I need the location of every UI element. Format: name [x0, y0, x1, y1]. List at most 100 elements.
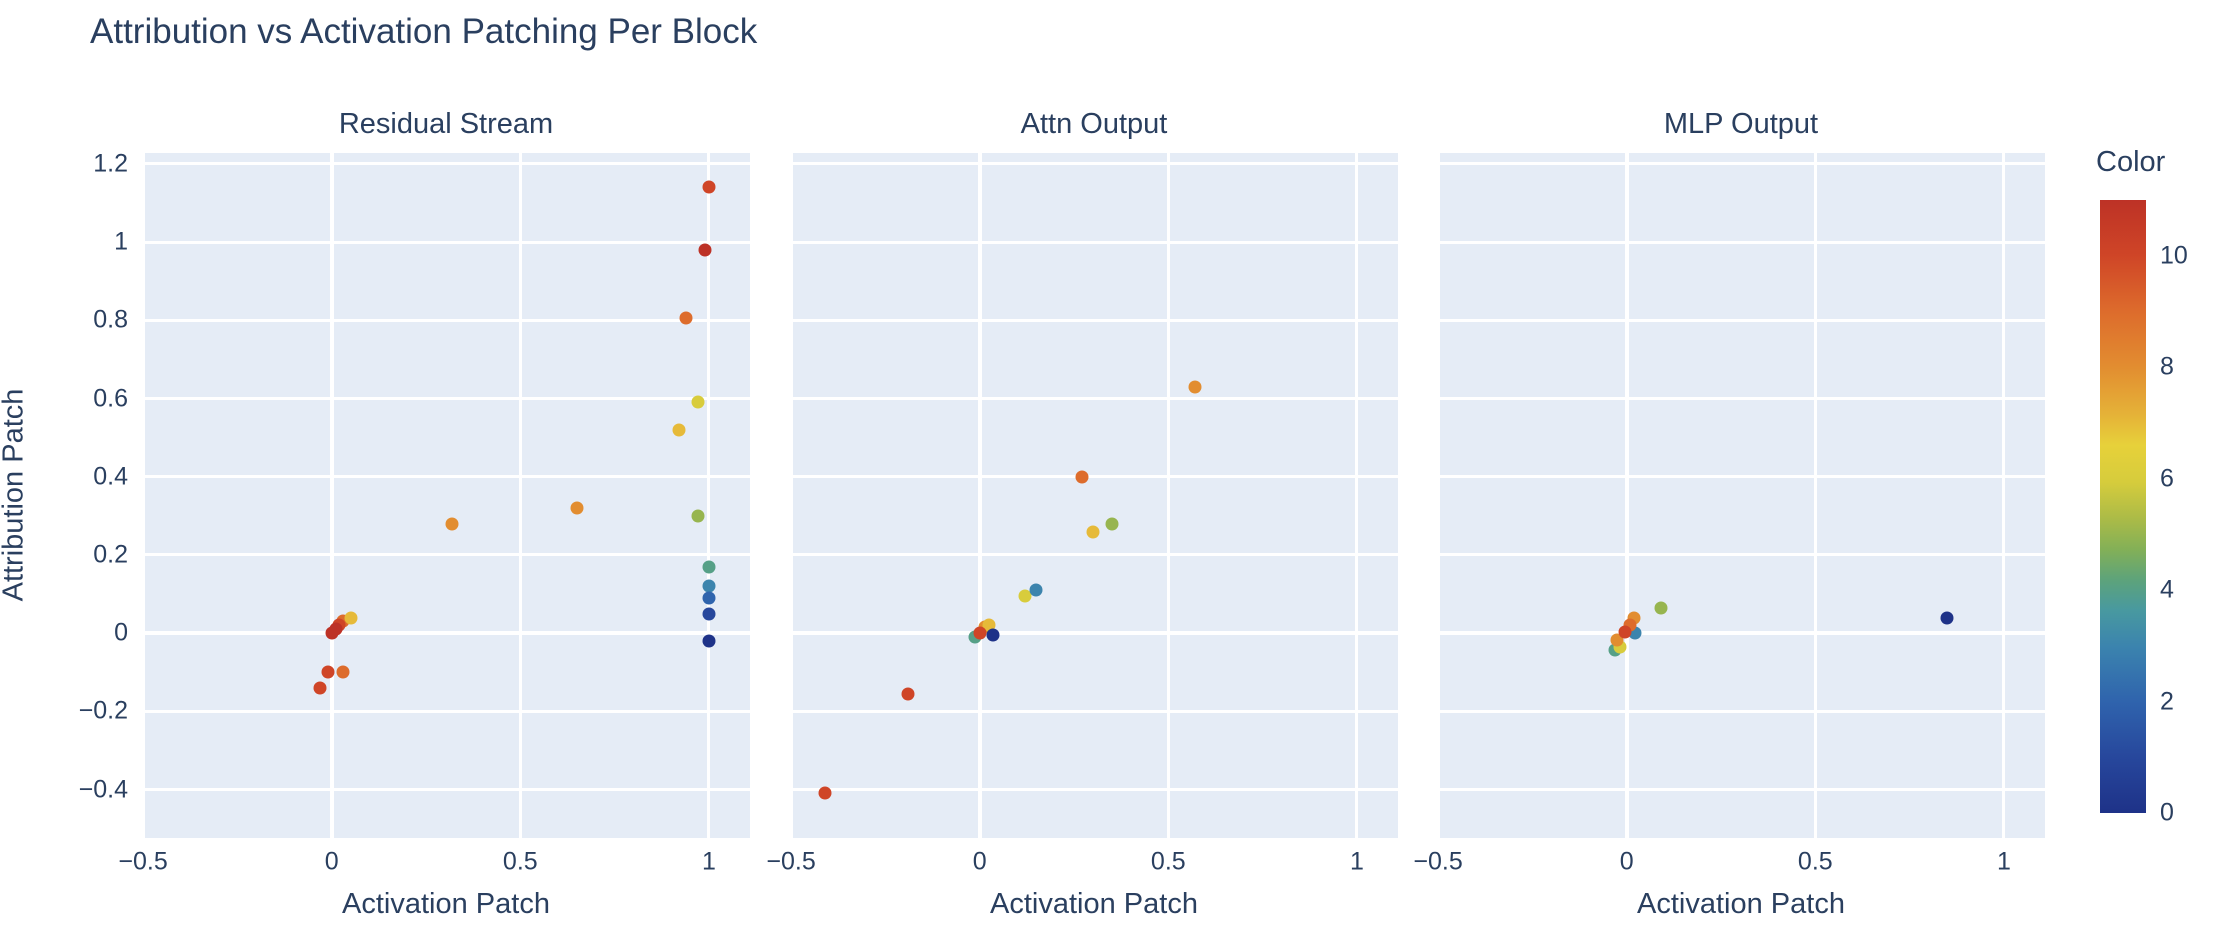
scatter-point[interactable]	[702, 607, 716, 621]
x-tick-label: 0.5	[1797, 847, 1833, 876]
x-gridline	[2002, 153, 2006, 838]
x-tick-label: 0	[324, 847, 339, 876]
x-tick-label: −0.5	[118, 847, 168, 876]
x-tick-label: 1	[1349, 847, 1364, 876]
scatter-point[interactable]	[702, 634, 716, 648]
x-tick-label: −0.5	[766, 847, 816, 876]
scatter-point[interactable]	[321, 665, 335, 679]
y-gridline	[1437, 788, 2045, 791]
scatter-point[interactable]	[1654, 601, 1668, 615]
subplot-title-residual-stream: Residual Stream	[338, 108, 554, 140]
scatter-point[interactable]	[679, 311, 693, 325]
y-gridline	[1437, 240, 2045, 244]
scatter-point[interactable]	[982, 618, 996, 631]
y-gridline	[1437, 475, 2045, 479]
subplot-title-attn-output: Attn Output	[1020, 108, 1168, 140]
x-tick-label: 0.5	[1150, 847, 1186, 876]
scatter-point[interactable]	[570, 501, 584, 515]
scatter-point[interactable]	[1029, 583, 1043, 597]
scatter-point[interactable]	[691, 509, 705, 523]
subplot-title-mlp-output: MLP Output	[1663, 108, 1819, 140]
colorbar-title: Color	[2096, 146, 2166, 178]
scatter-point[interactable]	[672, 423, 686, 437]
x-tick-label: 1	[1996, 847, 2011, 876]
plot-area-mlp-output[interactable]	[1436, 153, 2045, 838]
y-gridline	[1437, 318, 2045, 322]
y-axis-title: Attribution Patch	[0, 388, 30, 602]
scatter-point[interactable]	[986, 628, 1000, 642]
scatter-point[interactable]	[445, 517, 459, 531]
colorbar-tick-label: 10	[2160, 241, 2188, 270]
y-gridline	[790, 318, 1398, 322]
scatter-point[interactable]	[1086, 525, 1100, 538]
y-tick-label: −0.4	[78, 775, 128, 803]
y-gridline	[1437, 162, 2045, 166]
plot-area-attn-output[interactable]	[789, 153, 1398, 838]
scatter-point[interactable]	[1940, 611, 1954, 624]
y-gridline	[1437, 709, 2045, 713]
x-zero-line	[977, 153, 982, 838]
figure-title: Attribution vs Activation Patching Per B…	[90, 12, 758, 51]
x-gridline	[1813, 153, 1817, 838]
scatter-point[interactable]	[973, 626, 987, 640]
scatter-point[interactable]	[702, 180, 716, 194]
y-gridline	[142, 788, 750, 791]
y-tick-label: 0.4	[93, 462, 128, 491]
plot-area-residual-stream[interactable]	[141, 153, 750, 838]
y-gridline	[790, 475, 1398, 479]
x-tick-label: 0.5	[502, 847, 538, 876]
scatter-point[interactable]	[901, 687, 915, 701]
y-gridline	[790, 240, 1398, 244]
y-gridline	[790, 709, 1398, 713]
y-tick-label: 0.8	[93, 305, 128, 334]
y-tick-label: −0.2	[78, 696, 128, 725]
x-axis-title-1: Activation Patch	[342, 888, 550, 920]
x-zero-line	[329, 153, 334, 838]
scatter-point[interactable]	[1075, 470, 1089, 484]
y-gridline	[142, 240, 750, 244]
scatter-point[interactable]	[691, 395, 705, 409]
scatter-point[interactable]	[702, 560, 716, 574]
colorbar-tick-label: 6	[2160, 464, 2174, 493]
scatter-point[interactable]	[698, 243, 712, 257]
scatter-point[interactable]	[344, 611, 358, 624]
x-gridline	[518, 153, 522, 838]
scatter-point[interactable]	[313, 681, 327, 695]
scatter-point[interactable]	[336, 665, 350, 679]
scatter-point[interactable]	[325, 626, 339, 640]
y-gridline	[142, 553, 750, 557]
y-gridline	[790, 788, 1398, 791]
y-tick-label: 0.6	[93, 384, 128, 412]
colorbar-tick-label: 2	[2160, 687, 2174, 715]
colorbar	[2100, 200, 2146, 813]
scatter-point[interactable]	[702, 591, 716, 605]
x-gridline	[1355, 153, 1359, 838]
y-gridline	[142, 318, 750, 322]
x-gridline	[141, 153, 145, 838]
scatter-point[interactable]	[1018, 589, 1032, 603]
y-tick-label: 0.2	[93, 540, 128, 569]
x-gridline	[1436, 153, 1440, 838]
y-gridline	[142, 397, 750, 400]
x-gridline	[1166, 153, 1170, 838]
x-axis-title-3: Activation Patch	[1637, 888, 1845, 920]
colorbar-tick-label: 4	[2160, 575, 2174, 604]
colorbar-tick-label: 8	[2160, 352, 2174, 381]
y-gridline	[790, 553, 1398, 557]
scatter-point[interactable]	[818, 786, 832, 800]
scatter-point[interactable]	[1105, 517, 1119, 531]
y-gridline	[790, 397, 1398, 400]
y-gridline	[1437, 553, 2045, 557]
scatter-point[interactable]	[1618, 625, 1632, 639]
y-gridline	[142, 162, 750, 166]
x-axis-title-2: Activation Patch	[990, 888, 1198, 920]
x-tick-label: 0	[972, 847, 987, 876]
x-tick-label: 1	[701, 847, 716, 876]
x-tick-label: 0	[1619, 847, 1634, 876]
y-tick-label: 1.2	[93, 149, 128, 178]
scatter-point[interactable]	[702, 579, 716, 593]
y-gridline	[1437, 397, 2045, 400]
y-zero-line	[790, 631, 1398, 636]
scatter-point[interactable]	[1188, 380, 1202, 394]
